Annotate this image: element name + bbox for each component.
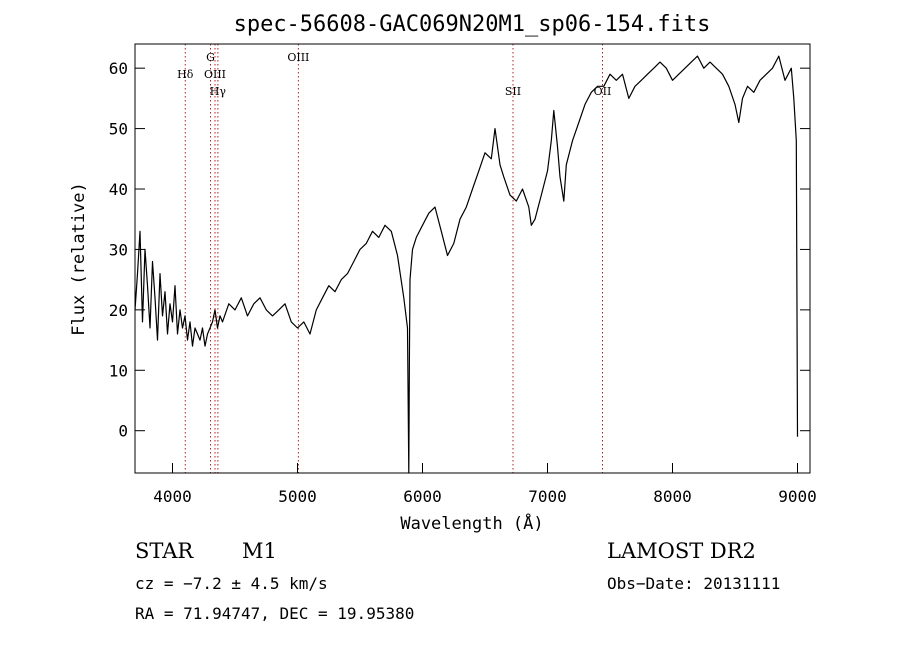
x-tick-label: 9000 [778,487,817,506]
marker-label: G [206,51,215,64]
marker-label: OIII [287,51,309,64]
y-tick-label: 0 [118,422,128,441]
x-tick-label: 5000 [278,487,317,506]
spectrum-line [134,55,799,474]
y-tick-label: 60 [109,59,128,78]
coordinates: RA = 71.94747, DEC = 19.95380 [135,604,415,623]
observation-date: Obs−Date: 20131111 [607,574,781,593]
x-tick-label: 4000 [153,487,192,506]
spectral-line-markers: Hδ G OIII Hγ OIII SII OII [177,44,611,473]
x-axis-label: Wavelength (Å) [400,512,543,534]
y-axis: 0 10 20 30 40 50 60 [109,59,810,441]
marker-label: SII [505,85,521,98]
series-line [134,55,799,474]
x-tick-label: 7000 [528,487,567,506]
survey-name: LAMOST DR2 [607,539,756,563]
object-class: STAR [135,539,194,563]
marker-label: Hδ [177,68,194,81]
y-tick-label: 30 [109,240,128,259]
y-tick-label: 40 [109,180,128,199]
y-tick-label: 20 [109,301,128,320]
x-tick-label: 6000 [403,487,442,506]
plot-frame [134,43,811,474]
x-axis: 4000 5000 6000 7000 8000 9000 [153,463,817,506]
marker-label: OII [594,85,612,98]
chart-title: spec-56608-GAC069N20M1_sp06-154.fits [234,12,711,37]
y-tick-label: 10 [109,361,128,380]
y-axis-label: Flux (relative) [69,182,89,336]
y-tick-label: 50 [109,120,128,139]
x-tick-label: 8000 [653,487,692,506]
marker-label: OIII [204,68,226,81]
marker-label: Hγ [210,85,227,98]
redshift-value: cz = −7.2 ± 4.5 km/s [135,574,328,593]
object-subclass: M1 [242,539,277,563]
